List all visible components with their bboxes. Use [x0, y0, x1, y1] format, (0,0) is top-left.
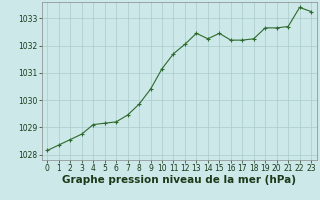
X-axis label: Graphe pression niveau de la mer (hPa): Graphe pression niveau de la mer (hPa) — [62, 175, 296, 185]
